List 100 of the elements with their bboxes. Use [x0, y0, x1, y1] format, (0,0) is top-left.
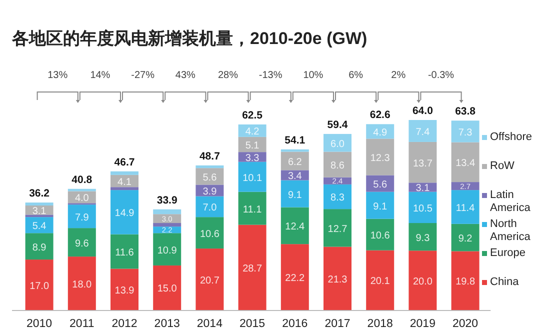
bar: [280, 149, 309, 152]
data-label: 28.7: [242, 263, 262, 274]
bar: [110, 171, 138, 175]
data-label: 4.1: [118, 177, 132, 188]
data-label: 9.2: [458, 234, 473, 245]
data-label: 10.6: [200, 228, 220, 240]
bar: [196, 248, 224, 310]
bar: [366, 175, 394, 192]
data-label: 19.8: [456, 276, 476, 288]
text: 43%: [175, 70, 196, 81]
bar: [280, 207, 309, 244]
text: 13%: [48, 70, 68, 81]
bar: [451, 182, 480, 190]
bar: [280, 180, 309, 208]
data-label: 11.1: [242, 204, 262, 216]
total-label: 62.6: [370, 109, 390, 122]
data-label: 4.2: [245, 126, 260, 138]
data-label: 18.0: [72, 279, 92, 290]
data-label: 5.6: [202, 172, 218, 184]
bar: [408, 223, 437, 251]
data-label: 11.4: [456, 202, 476, 214]
bar: [324, 246, 352, 310]
data-label: 12.7: [328, 224, 348, 235]
x-tick-label: 2013: [154, 318, 180, 330]
data-label: 5.4: [32, 221, 47, 232]
data-label: 9.1: [373, 201, 388, 212]
data-label: 3.9: [202, 186, 218, 198]
bar: [238, 192, 266, 225]
bar: [366, 250, 394, 310]
x-tick-label: 2010: [26, 318, 52, 330]
text: 6%: [348, 70, 364, 81]
text: 28%: [218, 70, 238, 81]
bar: [280, 244, 309, 310]
x-tick-label: 2015: [240, 318, 266, 330]
bar: [238, 162, 266, 192]
data-label: 8.9: [32, 242, 47, 254]
bar: [196, 165, 224, 168]
bar: [110, 268, 138, 310]
legend-label: Europe: [490, 247, 526, 259]
bar: [366, 138, 394, 176]
data-label: 3.3: [245, 152, 260, 164]
bar: [153, 233, 182, 266]
legend-label: RoW: [490, 160, 516, 172]
x-tick-label: 2020: [452, 318, 478, 330]
data-label: 13.7: [412, 158, 433, 170]
data-label: 5.1: [245, 140, 260, 152]
total-label: 33.9: [156, 194, 178, 206]
bar: [68, 256, 96, 310]
legend-label: Latin America: [490, 189, 532, 214]
legend-label: North America: [490, 218, 532, 243]
x-tick-label: 2019: [410, 318, 436, 330]
bar: [25, 214, 54, 218]
total-label: 40.8: [72, 174, 92, 186]
data-label: 11.6: [115, 248, 134, 259]
total-label: 48.7: [199, 150, 220, 162]
data-label: 20.0: [412, 276, 433, 288]
data-label: 6.0: [330, 138, 345, 150]
bar: [324, 209, 352, 247]
bar: [238, 136, 266, 152]
bar: [25, 202, 54, 206]
data-label: 9.1: [288, 190, 302, 201]
bar: [451, 224, 480, 252]
data-label: 20.7: [200, 275, 220, 286]
total-label: 59.4: [327, 118, 348, 131]
total-label: 54.1: [284, 134, 306, 146]
bar: [25, 217, 54, 234]
bar: [110, 190, 138, 234]
text: -27%: [131, 70, 155, 81]
text: 14%: [90, 70, 110, 81]
total-label: 46.7: [114, 156, 135, 168]
bar: [68, 188, 96, 192]
total-label: 36.2: [29, 188, 50, 200]
data-label: 13.9: [114, 285, 135, 296]
bar: [451, 142, 480, 182]
data-label: 3.1: [32, 206, 47, 218]
bar: [153, 265, 182, 310]
data-label: 15.0: [157, 284, 178, 295]
data-label: 13.4: [456, 158, 476, 170]
data-label: 10.1: [242, 172, 262, 184]
data-label: 10.9: [157, 245, 178, 256]
bar: [408, 192, 437, 224]
total-label: 63.8: [455, 106, 476, 118]
total-label: 64.0: [412, 105, 434, 117]
data-label: 6.2: [288, 156, 302, 168]
x-tick-label: 2011: [70, 318, 94, 330]
x-tick-label: 2016: [282, 318, 308, 330]
bar: [366, 218, 394, 250]
text: 10%: [303, 70, 324, 81]
data-label: 7.0: [202, 202, 218, 214]
data-label: 8.3: [330, 192, 345, 204]
text: -0.3%: [428, 70, 454, 81]
data-label: 3.1: [416, 183, 430, 194]
data-label: 17.0: [30, 280, 50, 292]
bar: [451, 120, 480, 142]
bar: [324, 184, 352, 210]
bar: [324, 152, 352, 178]
data-label: 4.0: [74, 193, 90, 204]
data-label: 7.9: [74, 212, 90, 224]
legend-label: China: [490, 276, 520, 288]
text: 2%: [391, 70, 406, 81]
